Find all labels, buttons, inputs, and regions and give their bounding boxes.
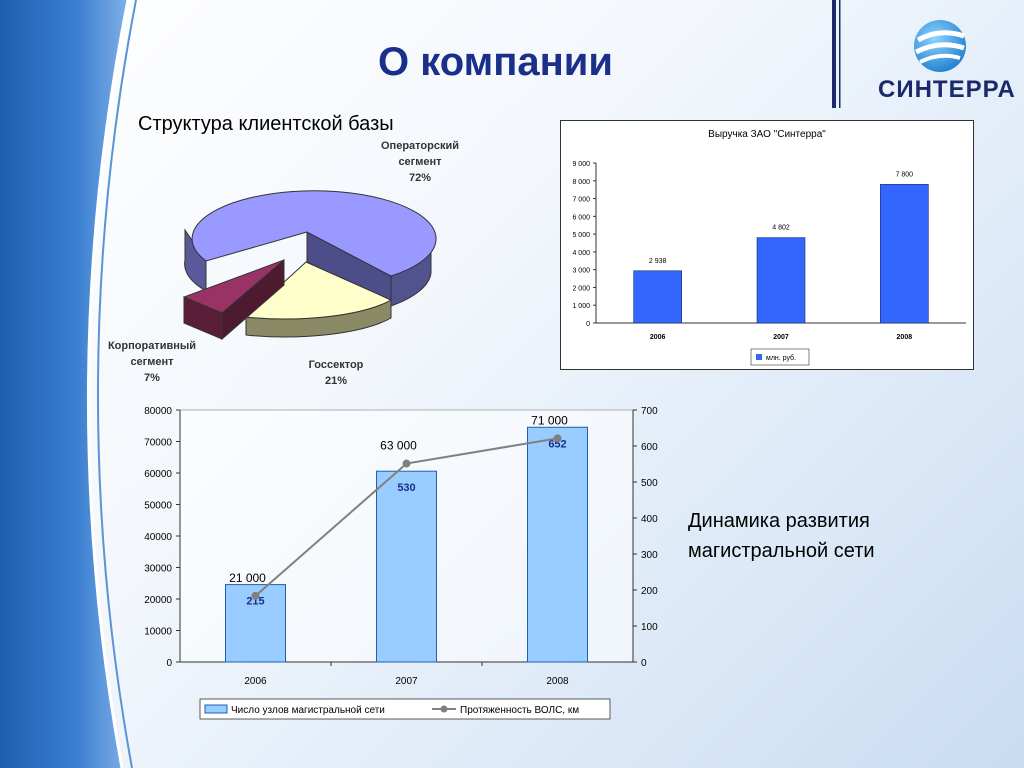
revenue-bar: [756, 237, 806, 324]
logo-text: СИНТЕРРА: [878, 76, 1016, 103]
revenue-y-tick-label: 0: [586, 321, 590, 328]
revenue-legend: [750, 348, 810, 366]
network-line-point: [553, 434, 562, 443]
pie-label-government: Госсектор 21%: [308, 359, 364, 387]
revenue-legend-label: млн. руб.: [766, 354, 796, 362]
pie-slice-corporate: [182, 259, 285, 314]
client-structure-pie-chart: [182, 190, 437, 341]
header-divider-lines: [832, 0, 841, 108]
slide-title: О компании: [378, 40, 613, 84]
network-left-tick-label: 40000: [144, 532, 172, 543]
network-left-tick-label: 70000: [144, 438, 172, 449]
network-left-tick-label: 50000: [144, 501, 172, 512]
network-right-tick-label: 300: [641, 550, 658, 561]
revenue-y-tick-label: 2 000: [572, 285, 590, 292]
network-left-tick-label: 30000: [144, 564, 172, 575]
revenue-y-tick-label: 1 000: [572, 303, 590, 310]
network-bar-label: 652: [548, 438, 566, 450]
network-left-tick-label: 60000: [144, 469, 172, 480]
network-line-label: 21 000: [229, 571, 266, 585]
revenue-bar-label: 2 938: [649, 258, 667, 265]
network-legend-bar-swatch: [204, 704, 228, 714]
network-bar-label: 530: [397, 482, 415, 494]
pie-slice-government: [244, 261, 393, 320]
revenue-legend-swatch: [756, 354, 762, 360]
network-bar-label: 215: [246, 596, 264, 608]
revenue-chart-panel: Выручка ЗАО "Синтерра" 0 1 000 2 000 3 000 4 …: [560, 120, 974, 370]
network-line-label: 63 000: [380, 439, 417, 453]
network-bar: [376, 470, 437, 663]
pie-slice-operator: [191, 190, 437, 277]
revenue-chart-title: Выручка ЗАО "Синтерра": [708, 129, 826, 140]
revenue-bar-label: 7 800: [896, 171, 914, 178]
network-legend-line-label: Протяженность ВОЛС, км: [460, 705, 579, 716]
network-left-tick-label: 0: [166, 658, 172, 669]
revenue-y-tick-label: 7 000: [572, 197, 590, 204]
revenue-bar: [633, 270, 682, 324]
network-x-tick-label: 2006: [244, 676, 267, 687]
revenue-bar: [880, 184, 929, 324]
revenue-y-tick-label: 9 000: [572, 161, 590, 168]
network-combo-chart: 0 10000 20000 30000 40000 50000 60000 70000 8000…: [144, 406, 658, 720]
network-right-tick-label: 100: [641, 622, 658, 633]
revenue-x-tick-label: 2008: [897, 334, 913, 341]
network-right-tick-label: 200: [641, 586, 658, 597]
network-right-tick-label: 700: [641, 406, 658, 417]
revenue-x-tick-label: 2007: [773, 334, 789, 341]
sinterra-logo-icon: [914, 20, 966, 72]
network-x-tick-label: 2008: [546, 676, 569, 687]
revenue-y-tick-label: 3 000: [572, 268, 590, 275]
network-left-tick-label: 10000: [144, 627, 172, 638]
network-legend: [199, 698, 611, 720]
network-legend-line-marker: [440, 705, 448, 713]
network-right-tick-label: 400: [641, 514, 658, 525]
pie-label-corporate: Корпоративный сегмент 7%: [107, 340, 197, 384]
pie-label-operator: Операторский сегмент 72%: [381, 140, 459, 184]
revenue-bar-label: 4 802: [772, 225, 790, 232]
network-right-tick-label: 500: [641, 478, 658, 489]
network-caption: Динамика развития магистральной сети: [688, 510, 875, 562]
network-line-point: [402, 459, 411, 468]
network-left-tick-label: 20000: [144, 595, 172, 606]
left-decorative-stripe: [0, 0, 137, 768]
network-right-tick-label: 600: [641, 442, 658, 453]
network-right-tick-label: 0: [641, 658, 647, 669]
network-legend-bar-label: Число узлов магистральной сети: [231, 705, 385, 716]
revenue-y-tick-label: 8 000: [572, 179, 590, 186]
revenue-x-tick-label: 2006: [650, 334, 666, 341]
network-x-tick-label: 2007: [395, 676, 418, 687]
pie-chart-title: Структура клиентской базы: [138, 113, 394, 135]
revenue-y-tick-label: 4 000: [572, 250, 590, 257]
network-left-tick-label: 80000: [144, 406, 172, 417]
revenue-y-tick-label: 6 000: [572, 214, 590, 221]
revenue-bar-chart: Выручка ЗАО "Синтерра" 0 1 000 2 000 3 000 4 …: [572, 129, 966, 366]
revenue-y-tick-label: 5 000: [572, 232, 590, 239]
network-line-point: [251, 591, 260, 600]
network-bar: [527, 426, 588, 663]
network-line-label: 71 000: [531, 413, 568, 427]
